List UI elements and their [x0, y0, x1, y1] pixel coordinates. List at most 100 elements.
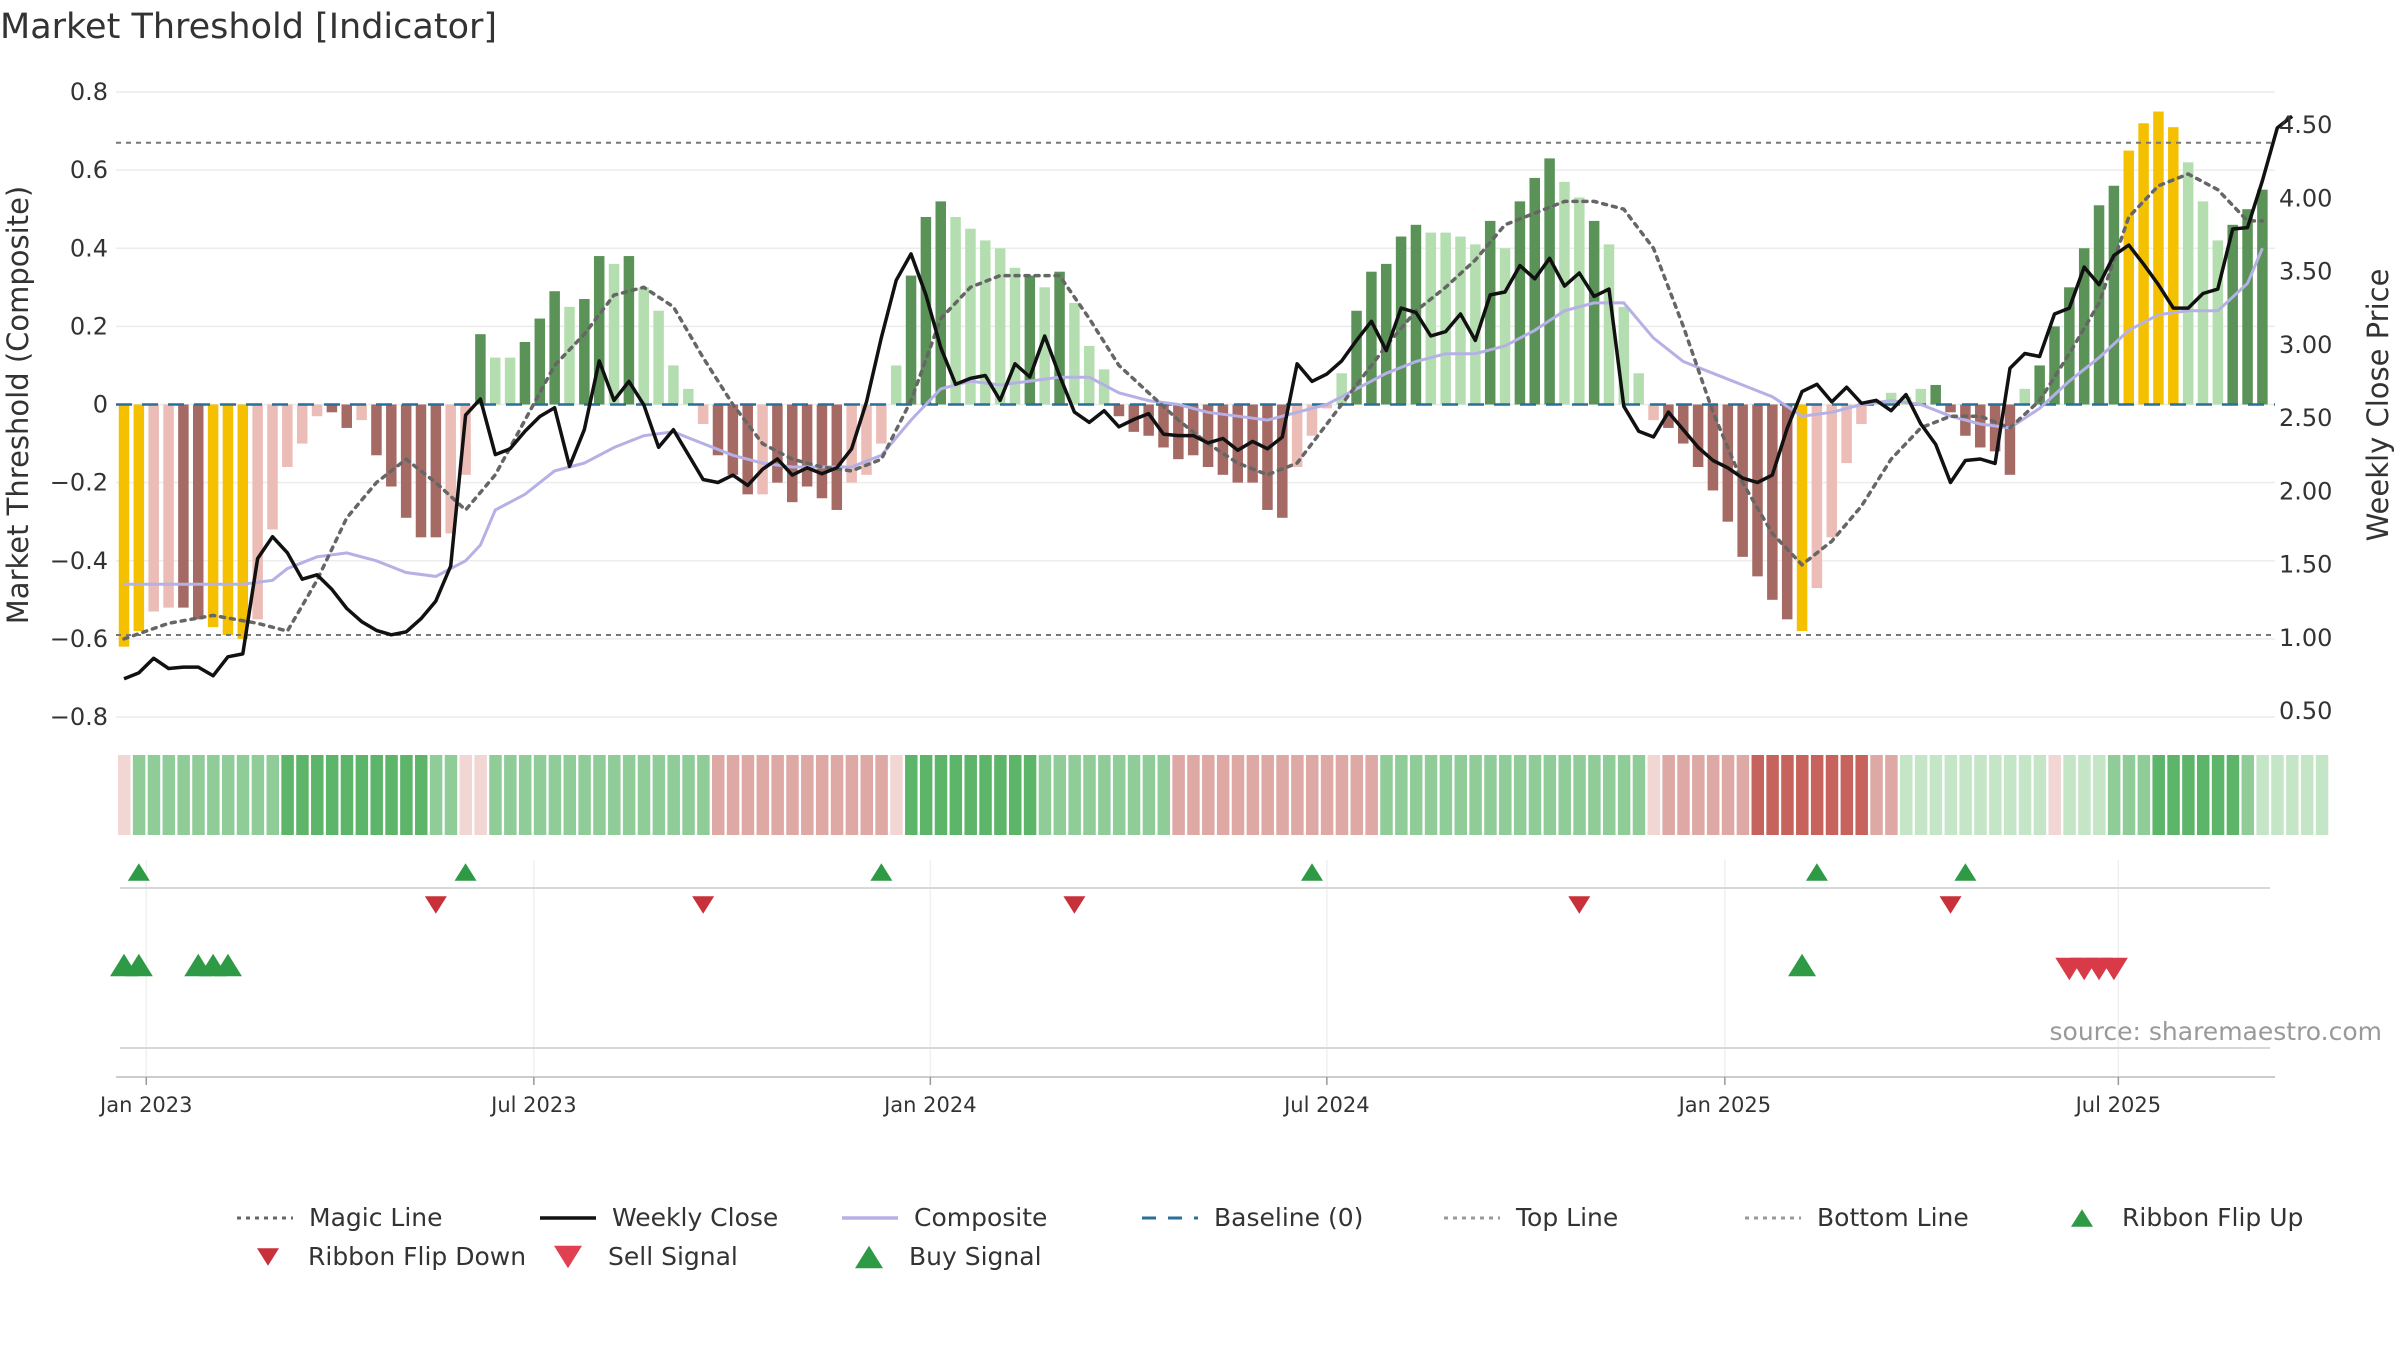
ribbon-cell — [1736, 755, 1750, 835]
ribbon-cell — [622, 755, 636, 835]
ribbon-cell — [192, 755, 205, 835]
ribbon-cell — [2093, 755, 2106, 835]
legend-swatch — [855, 1245, 883, 1269]
y2-tick-label: 4.00 — [2279, 184, 2332, 212]
composite-bar — [2257, 189, 2268, 405]
composite-bar — [1841, 404, 1852, 464]
legend-swatch — [2071, 1209, 2093, 1227]
composite-line — [124, 247, 2264, 586]
ribbon-cell — [845, 755, 859, 835]
composite-bar — [178, 404, 189, 608]
legend-label: Buy Signal — [909, 1242, 1042, 1271]
composite-bar — [118, 404, 130, 647]
composite-bar — [1885, 392, 1897, 405]
composite-bar — [801, 404, 813, 487]
legend-label: Ribbon Flip Down — [308, 1242, 526, 1271]
composite-bar — [267, 404, 278, 530]
composite-bar — [950, 217, 961, 405]
composite-bar — [608, 263, 620, 405]
composite-bar — [980, 240, 991, 405]
composite-bar — [1039, 287, 1050, 405]
ribbon-cell — [964, 755, 977, 835]
composite-bar — [1781, 404, 1793, 620]
ribbon-cell — [712, 755, 725, 835]
composite-bar — [1381, 263, 1392, 405]
ribbon-cell — [281, 755, 294, 835]
legend-swatch — [554, 1245, 582, 1269]
composite-bar — [1559, 181, 1570, 405]
composite-bar — [1306, 404, 1318, 436]
composite-bar — [519, 342, 531, 405]
ribbon-cell — [1276, 755, 1289, 835]
ribbon-cell — [1246, 755, 1260, 835]
ribbon-cell — [1142, 755, 1156, 835]
ribbon-cell — [608, 755, 621, 835]
y-tick-label: 0 — [93, 391, 108, 419]
ribbon-cell — [1721, 755, 1735, 835]
ribbon-cell — [1320, 755, 1334, 835]
ribbon-cell — [1617, 755, 1631, 835]
ribbon-flip-up-marker — [1301, 863, 1323, 881]
composite-bar — [697, 404, 709, 425]
ribbon-cell — [1944, 755, 1958, 835]
composite-bar — [1009, 267, 1021, 405]
legend-label: Baseline (0) — [1214, 1203, 1363, 1232]
x-tick-label: Jul 2025 — [2074, 1093, 2161, 1117]
ribbon-cell — [385, 755, 398, 835]
composite-bar — [920, 217, 932, 405]
composite-bar — [282, 404, 293, 467]
ribbon-cell — [2241, 755, 2255, 835]
y2-tick-label: 4.50 — [2279, 111, 2332, 139]
composite-bar — [1574, 197, 1585, 405]
ribbon-cell — [474, 755, 487, 835]
composite-bar — [207, 404, 219, 628]
composite-bar — [1321, 404, 1333, 409]
composite-bar — [935, 201, 946, 405]
y-axis-label: Market Threshold (Composite) — [1, 186, 35, 624]
composite-bar — [1915, 388, 1927, 405]
x-tick-label: Jan 2023 — [98, 1093, 193, 1117]
y2-tick-label: 3.00 — [2279, 331, 2332, 359]
composite-bar — [861, 404, 872, 475]
ribbon-cell — [1751, 755, 1764, 835]
ribbon-cell — [1900, 755, 1913, 835]
ribbon-flip-up-marker — [1805, 863, 1828, 881]
ribbon-cell — [1038, 755, 1052, 835]
composite-bar — [1440, 232, 1451, 405]
ribbon-cell — [1692, 755, 1705, 835]
ribbon-cell — [340, 755, 354, 835]
y-tick-label: −0.8 — [50, 703, 108, 731]
ribbon-cell — [415, 755, 428, 835]
composite-bar — [905, 275, 917, 405]
y-tick-label: −0.6 — [50, 625, 108, 653]
composite-bar — [237, 404, 249, 639]
composite-bar — [593, 256, 605, 405]
ribbon-flip-down-marker — [1939, 896, 1962, 914]
ribbon-cell — [756, 755, 770, 835]
composite-bar — [326, 404, 338, 413]
ribbon-cell — [2078, 755, 2091, 835]
composite-bar — [742, 404, 753, 495]
ribbon-cell — [1053, 755, 1067, 835]
ribbon-cell — [2152, 755, 2165, 835]
x-tick-label: Jan 2025 — [1677, 1093, 1772, 1117]
ribbon-cell — [1647, 755, 1661, 835]
ribbon-cell — [890, 755, 903, 835]
ribbon-cell — [1009, 755, 1022, 835]
ribbon-cell — [2300, 755, 2314, 835]
ribbon-cell — [2315, 755, 2329, 835]
composite-bar — [668, 365, 679, 405]
legend-label: Composite — [914, 1203, 1047, 1232]
composite-bar — [1618, 306, 1630, 405]
composite-bar — [296, 404, 308, 444]
x-tick-label: Jan 2024 — [882, 1093, 977, 1117]
legend-label: Sell Signal — [608, 1242, 738, 1271]
legend-label: Top Line — [1515, 1203, 1618, 1232]
ribbon-cell — [726, 755, 740, 835]
composite-bar — [638, 287, 649, 405]
ribbon-cell — [1662, 755, 1675, 835]
ribbon-cell — [563, 755, 576, 835]
ribbon-cell — [459, 755, 473, 835]
